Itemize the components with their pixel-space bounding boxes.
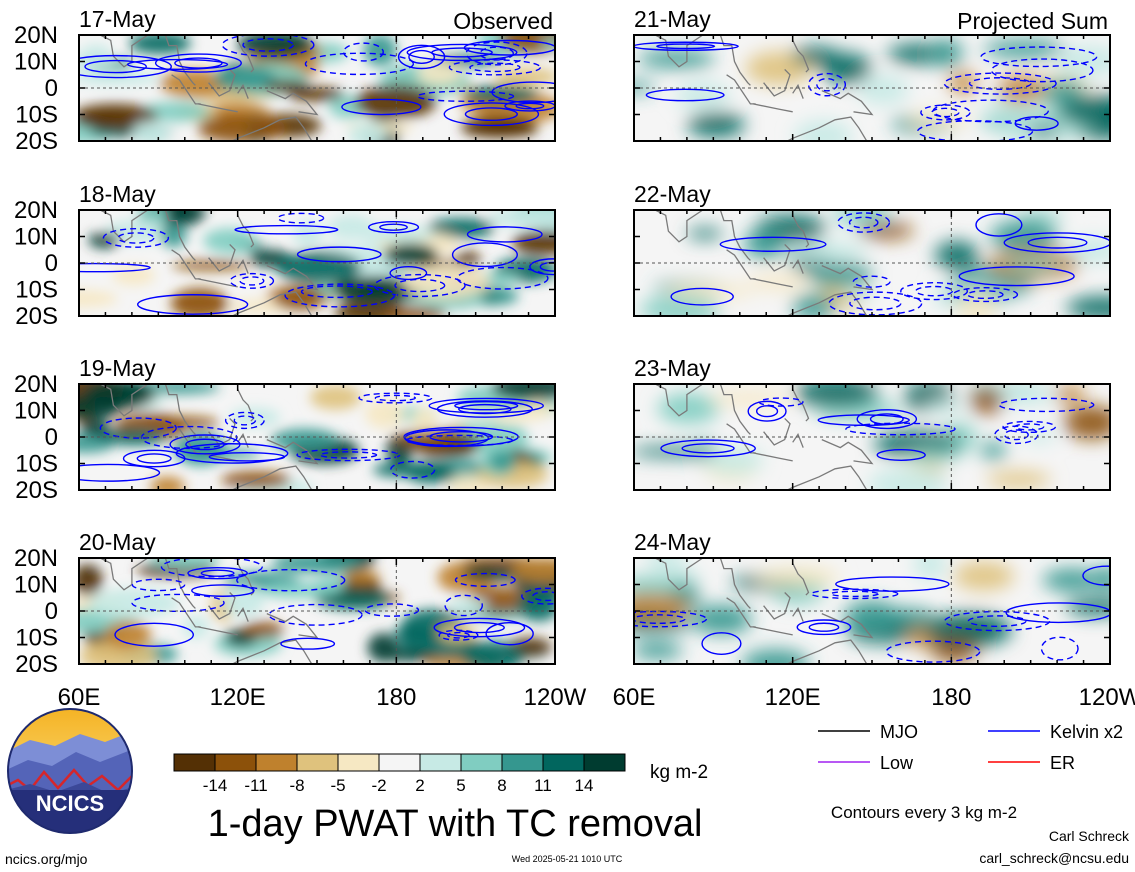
author-email[interactable]: carl_schreck@ncsu.edu: [979, 850, 1129, 866]
lat-label: 0: [45, 75, 58, 102]
lat-label: 10N: [14, 572, 58, 599]
lat-label: 0: [45, 250, 58, 277]
logo-text: NCICS: [36, 791, 104, 816]
map-panel: 23-May: [633, 355, 1111, 491]
panel-date: 17-May: [79, 6, 156, 32]
colorbar-label: 8: [497, 776, 506, 795]
map-panel: 19-May: [78, 355, 556, 491]
lat-label: 0: [45, 424, 58, 451]
colorbar-label: 5: [456, 776, 465, 795]
map-panel: 21-May Projected Sum: [633, 6, 1111, 142]
lon-label: 120W: [524, 684, 587, 711]
colorbar-swatch: [419, 753, 462, 772]
colorbar-swatch: [378, 753, 421, 772]
legend-label: Kelvin x2: [1050, 722, 1123, 742]
colorbar-units: kg m-2: [650, 762, 708, 783]
panel-title: Projected Sum: [957, 8, 1108, 34]
colorbar-swatch: [296, 753, 339, 772]
lat-label: 20N: [14, 22, 58, 49]
legend: MJO Kelvin x2 Low ER: [818, 722, 1123, 773]
colorbar-label: -11: [244, 776, 267, 795]
panel-title: Observed: [453, 8, 553, 34]
colorbar-swatch: [337, 753, 380, 772]
lat-label: 20N: [14, 545, 58, 572]
lon-label: 60E: [613, 684, 656, 711]
lon-label: 60E: [58, 684, 101, 711]
map-panel: 18-May: [78, 181, 556, 317]
lon-label: 120W: [1079, 684, 1135, 711]
lat-label: 20S: [15, 477, 58, 504]
ncics-logo: NCICS: [7, 708, 133, 834]
legend-label: ER: [1050, 753, 1075, 773]
lon-label: 120E: [210, 684, 266, 711]
lat-label: 20S: [15, 651, 58, 678]
colorbar-swatch: [214, 753, 257, 772]
panel-date: 21-May: [634, 6, 711, 32]
panel-date: 23-May: [634, 355, 711, 381]
lon-label: 180: [931, 684, 971, 711]
panel-date: 24-May: [634, 529, 711, 555]
panel-date: 19-May: [79, 355, 156, 381]
map-panel: 24-May: [633, 529, 1111, 665]
colorbar-swatch: [501, 753, 544, 772]
colorbar-label: 11: [534, 776, 552, 795]
colorbar-swatch: [583, 753, 626, 772]
lat-label: 20S: [15, 128, 58, 155]
lat-label: 20N: [14, 197, 58, 224]
lat-label: 20S: [15, 303, 58, 330]
author: Carl Schreck: [1049, 828, 1130, 844]
lat-label: 10N: [14, 224, 58, 251]
colorbar-label: -5: [330, 776, 345, 795]
panel-date: 22-May: [634, 181, 711, 207]
colorbar-label: 2: [415, 776, 424, 795]
map-panel: 20-May: [78, 529, 556, 665]
lat-label: 10S: [15, 102, 58, 129]
colorbar-label: -2: [371, 776, 386, 795]
colorbar-swatch: [542, 753, 585, 772]
colorbar-label: -14: [203, 776, 228, 795]
colorbar: -14 -11 -8 -5 -2 2 5 8 11 14 kg m-2: [173, 753, 708, 795]
colorbar-swatch: [255, 753, 298, 772]
lat-label: 20N: [14, 371, 58, 398]
lon-label: 180: [376, 684, 416, 711]
lon-label: 120E: [765, 684, 821, 711]
timestamp: Wed 2025-05-21 1010 UTC: [512, 854, 623, 864]
colorbar-swatch: [460, 753, 503, 772]
panel-date: 20-May: [79, 529, 156, 555]
legend-label: Low: [880, 753, 914, 773]
legend-label: MJO: [880, 722, 918, 742]
panel-date: 18-May: [79, 181, 156, 207]
lat-label: 10N: [14, 398, 58, 425]
figure-title: 1-day PWAT with TC removal: [208, 803, 703, 845]
colorbar-label: -8: [289, 776, 304, 795]
map-panel: 17-May Observed: [78, 6, 556, 142]
colorbar-label: 14: [575, 776, 594, 795]
map-panel: 22-May: [633, 181, 1111, 317]
site-url[interactable]: ncics.org/mjo: [5, 851, 88, 867]
lat-label: 10N: [14, 49, 58, 76]
lat-label: 10S: [15, 277, 58, 304]
lat-label: 0: [45, 598, 58, 625]
contour-note: Contours every 3 kg m-2: [831, 803, 1017, 822]
colorbar-swatch: [173, 753, 216, 772]
lat-label: 10S: [15, 625, 58, 652]
lat-label: 10S: [15, 451, 58, 478]
